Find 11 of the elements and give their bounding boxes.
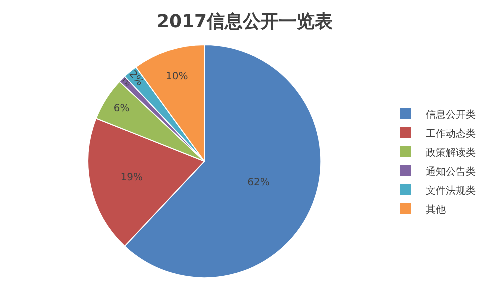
data-label: 10% [166,71,188,82]
data-label: 62% [248,177,270,188]
chart-title: 2017信息公开一览表 [156,12,334,32]
legend-label: 其他 [426,204,446,216]
data-label: 6% [114,103,130,114]
legend-label: 文件法规类 [426,184,476,197]
legend-label: 工作动态类 [426,128,476,140]
legend-label: 政策解读类 [426,146,476,159]
data-label: 19% [120,172,143,184]
legend-label: 通知公告类 [426,166,476,178]
legend-label: 信息公开类 [426,108,476,121]
